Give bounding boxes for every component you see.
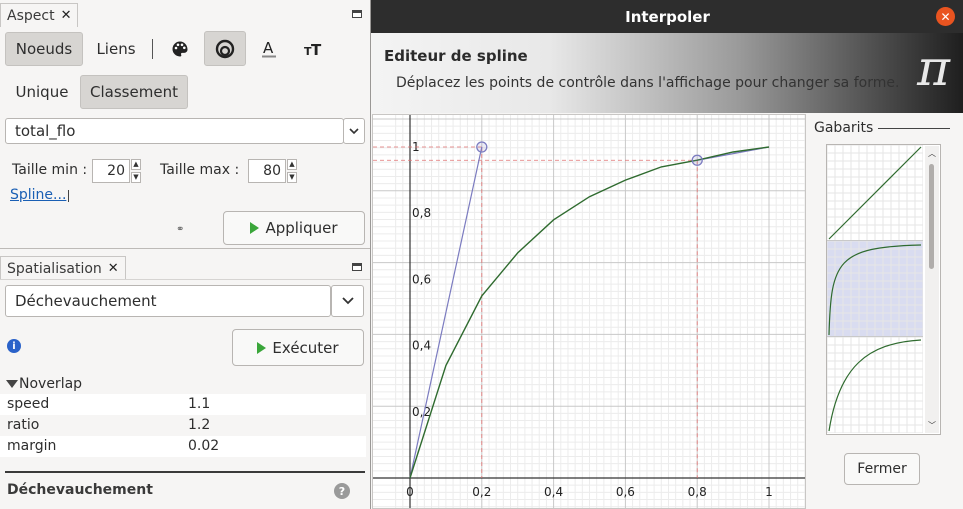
tick-labels: 0 0,2 0,4 0,6 0,8 10,20,40,60,81	[406, 140, 773, 499]
algorithm-select[interactable]: Déchevauchement	[5, 285, 331, 317]
dialog-header: Editeur de spline Déplacez les points de…	[372, 33, 963, 113]
x-tick-label: 0,8	[688, 485, 707, 499]
pi-icon: π	[917, 39, 950, 97]
close-icon[interactable]: ✕	[107, 261, 119, 276]
separator	[152, 39, 153, 59]
handle-line	[409, 146, 483, 479]
minimize-icon[interactable]	[352, 10, 362, 18]
table-row[interactable]: ratio 1.2	[0, 415, 366, 436]
label-color-icon[interactable]: A	[252, 32, 286, 66]
close-button[interactable]: Fermer	[844, 453, 920, 485]
spline-link[interactable]: Spline...	[10, 187, 67, 203]
text-cursor	[68, 190, 69, 202]
svg-text:T: T	[311, 41, 322, 58]
property-name: ratio	[7, 417, 40, 433]
divider	[5, 471, 365, 473]
dialog-titlebar[interactable]: Interpoler ✕	[371, 0, 963, 33]
spline-curve	[409, 146, 770, 479]
tab-aspect-label: Aspect	[7, 7, 55, 24]
size-icon[interactable]	[204, 31, 246, 66]
control-points[interactable]	[476, 141, 703, 166]
size-min-label: Taille min :	[12, 162, 88, 178]
scrollbar[interactable]: ︿ ﹀	[925, 146, 939, 433]
spline-path	[409, 146, 770, 479]
algorithm-description-title: Déchevauchement	[7, 482, 153, 498]
chevron-up-icon[interactable]: ︿	[928, 149, 936, 158]
apply-button-label: Appliquer	[265, 219, 338, 237]
guide-lines	[373, 146, 698, 478]
divider	[0, 248, 370, 249]
info-icon[interactable]: i	[7, 339, 21, 353]
template-ease-out[interactable]	[827, 337, 923, 433]
size-max-label: Taille max :	[160, 162, 240, 178]
template-steep[interactable]	[827, 241, 923, 337]
x-tick-label: 0,6	[616, 485, 635, 499]
help-icon[interactable]: ?	[334, 483, 350, 499]
play-icon	[257, 341, 267, 354]
table-row[interactable]: margin 0.02	[0, 436, 366, 457]
tab-spatialisation-label: Spatialisation	[7, 260, 102, 277]
interpolate-dialog: Interpoler ✕ Editeur de spline Déplacez …	[370, 0, 963, 509]
control-point[interactable]	[691, 154, 703, 166]
chevron-down-icon[interactable]	[343, 118, 365, 144]
property-name: margin	[7, 438, 57, 454]
svg-text:A: A	[263, 39, 274, 57]
toggle-nodes[interactable]: Noeuds	[5, 32, 83, 66]
y-tick-label: 0,8	[412, 206, 431, 220]
scrollbar-thumb[interactable]	[929, 164, 934, 269]
close-icon[interactable]: ✕	[60, 8, 72, 23]
x-tick-label: 1	[765, 485, 773, 499]
property-value[interactable]: 0.02	[188, 438, 220, 454]
group-noverlap-label: Noverlap	[19, 376, 83, 392]
apply-button[interactable]: Appliquer	[223, 211, 365, 245]
size-min-input[interactable]: 20	[92, 159, 130, 183]
table-row[interactable]: speed 1.1	[0, 394, 366, 415]
control-point[interactable]	[476, 141, 488, 153]
property-name: speed	[7, 396, 50, 412]
expand-triangle-icon	[6, 380, 18, 388]
tab-aspect[interactable]: Aspect ✕	[0, 3, 79, 27]
divider	[0, 279, 370, 280]
tab-unique[interactable]: Unique	[15, 83, 69, 101]
spline-chart[interactable]: 0 0,2 0,4 0,6 0,8 10,20,40,60,81	[373, 115, 805, 508]
size-max-stepper[interactable]: ▲ ▼	[287, 159, 297, 183]
y-tick-label: 0,2	[412, 405, 431, 419]
x-tick-label: 0,4	[544, 485, 563, 499]
tab-spatialisation[interactable]: Spatialisation ✕	[0, 256, 126, 280]
header-title: Editeur de spline	[384, 47, 528, 65]
group-noverlap[interactable]: Noverlap	[6, 376, 82, 392]
header-subtitle: Déplacez les points de contrôle dans l'a…	[396, 75, 900, 91]
chevron-down-icon[interactable]	[331, 285, 364, 317]
toggle-edges[interactable]: Liens	[96, 40, 136, 58]
divider	[878, 128, 950, 129]
y-tick-label: 0,4	[412, 339, 431, 353]
play-icon	[250, 222, 260, 234]
templates-list[interactable]: ︿ ﹀	[826, 144, 941, 435]
size-min-stepper[interactable]: ▲ ▼	[131, 159, 141, 183]
grid-minor	[373, 115, 805, 508]
color-palette-icon[interactable]	[163, 32, 197, 66]
size-max-input[interactable]: 80	[248, 159, 286, 183]
svg-text:T: T	[304, 45, 312, 58]
chevron-down-icon[interactable]: ﹀	[928, 421, 936, 430]
minimize-icon[interactable]	[352, 263, 362, 271]
template-linear[interactable]	[827, 145, 923, 241]
dialog-title: Interpoler	[625, 7, 710, 26]
chain-link-icon[interactable]: ⚭	[176, 224, 185, 235]
axes	[373, 115, 805, 508]
spline-editor[interactable]: 0 0,2 0,4 0,6 0,8 1 0,2 0,4 0,6 0,8 1	[372, 114, 806, 509]
x-tick-label: 0	[406, 485, 414, 499]
property-value[interactable]: 1.1	[188, 396, 211, 412]
run-button-label: Exécuter	[272, 338, 339, 357]
y-tick-label: 0,6	[412, 272, 431, 286]
tab-ranking[interactable]: Classement	[80, 75, 188, 109]
x-tick-label: 0,2	[472, 485, 491, 499]
property-value[interactable]: 1.2	[188, 417, 211, 433]
templates-label: Gabarits	[814, 120, 874, 136]
run-button[interactable]: Exécuter	[232, 329, 364, 366]
close-icon[interactable]: ✕	[936, 7, 955, 26]
attribute-select[interactable]: total_flo	[5, 118, 344, 144]
